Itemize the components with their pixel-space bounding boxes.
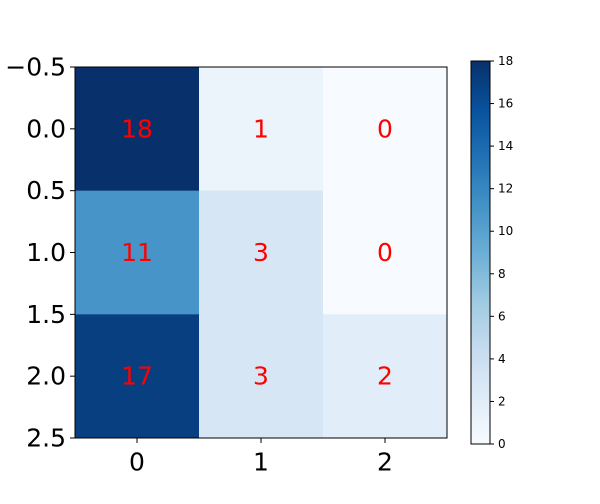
heatmap-cell-labels: 18 1 0 11 3 0 17 3 2 xyxy=(121,114,393,390)
colorbar-tick-label: 10 xyxy=(498,224,513,238)
y-tick-label: 0.5 xyxy=(26,176,66,205)
heatmap-cell xyxy=(323,314,448,439)
x-tick-label: 2 xyxy=(377,448,393,477)
heatmap-cells xyxy=(75,67,448,439)
x-axis-ticks: 0 1 2 xyxy=(129,438,393,477)
cell-value-label: 3 xyxy=(253,362,269,391)
colorbar-tick-label: 6 xyxy=(498,309,506,323)
y-tick-label: 1.0 xyxy=(26,238,66,267)
heatmap-cell xyxy=(199,314,324,439)
y-tick-label: 1.5 xyxy=(26,300,66,329)
colorbar-tick-label: 12 xyxy=(498,182,513,196)
heatmap-cell xyxy=(323,190,448,315)
colorbar-tick-label: 0 xyxy=(498,437,506,451)
heatmap-cell xyxy=(75,67,200,192)
cell-value-label: 1 xyxy=(253,114,269,143)
colorbar-tick-label: 14 xyxy=(498,139,513,153)
colorbar-gradient xyxy=(470,60,491,445)
colorbar-tick-label: 16 xyxy=(498,97,513,111)
colorbar-tick-label: 18 xyxy=(498,54,513,68)
cell-value-label: 11 xyxy=(121,238,153,267)
cell-value-label: 3 xyxy=(253,238,269,267)
colorbar-tick-label: 4 xyxy=(498,352,506,366)
colorbar-ticks: 0 2 4 6 8 10 12 14 16 18 xyxy=(490,54,513,451)
cell-value-label: 2 xyxy=(377,362,393,391)
y-axis-ticks: −0.5 0.0 0.5 1.0 1.5 2.0 2.5 xyxy=(5,53,75,453)
cell-value-label: 0 xyxy=(377,114,393,143)
cell-value-label: 18 xyxy=(121,114,153,143)
colorbar-tick-label: 8 xyxy=(498,267,506,281)
x-tick-label: 0 xyxy=(129,448,145,477)
cell-value-label: 17 xyxy=(121,362,153,391)
y-tick-label: 0.0 xyxy=(26,114,66,143)
cell-value-label: 0 xyxy=(377,238,393,267)
y-tick-label: −0.5 xyxy=(5,53,66,82)
x-tick-label: 1 xyxy=(253,448,269,477)
heatmap-cell xyxy=(199,67,324,192)
heatmap-cell xyxy=(323,67,448,192)
heatmap-cell xyxy=(75,190,200,315)
y-tick-label: 2.5 xyxy=(26,424,66,453)
colorbar: 0 2 4 6 8 10 12 14 16 18 xyxy=(470,54,513,451)
heatmap-cell xyxy=(199,190,324,315)
colorbar-tick-label: 2 xyxy=(498,394,506,408)
y-tick-label: 2.0 xyxy=(26,362,66,391)
heatmap-cell xyxy=(75,314,200,439)
